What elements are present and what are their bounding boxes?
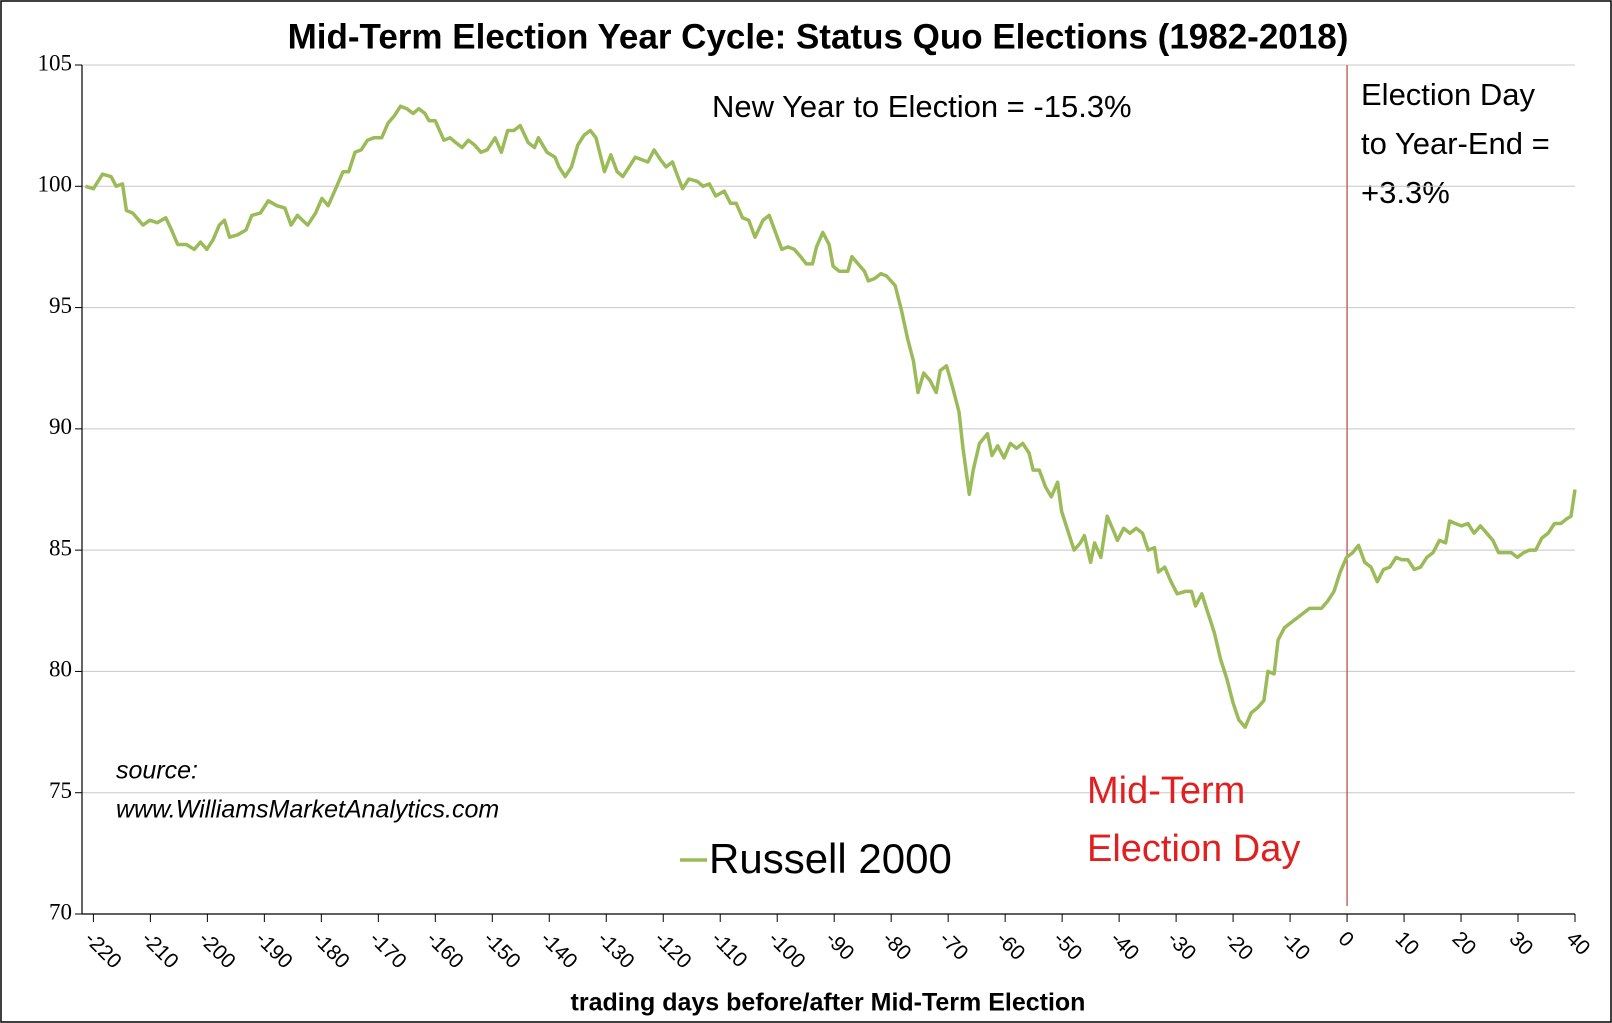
x-axis-label: trading days before/after Mid-Term Elect… [571,989,1086,1017]
legend-label: Russell 2000 [709,835,952,882]
annotation: Election Day [1361,77,1536,112]
y-tick-label: 85 [49,535,72,560]
y-tick-label: 90 [49,414,72,439]
source: source: [116,757,198,785]
annotation: Election Day [1087,828,1300,870]
y-tick-label: 100 [38,172,73,197]
y-tick-label: 70 [49,899,72,924]
series-line [84,104,1577,729]
annotation: Mid-Term [1087,770,1245,812]
source: www.WilliamsMarketAnalytics.com [116,796,499,824]
y-tick-label: 75 [49,778,72,803]
annotation: to Year-End = [1361,126,1550,161]
y-tick-label: 95 [49,293,72,318]
annotation: New Year to Election = -15.3% [712,89,1132,124]
annotation: +3.3% [1361,175,1450,210]
chart-title: Mid-Term Election Year Cycle: Status Quo… [288,17,1349,56]
y-tick-label: 105 [38,50,73,75]
y-tick-label: 80 [49,657,72,682]
